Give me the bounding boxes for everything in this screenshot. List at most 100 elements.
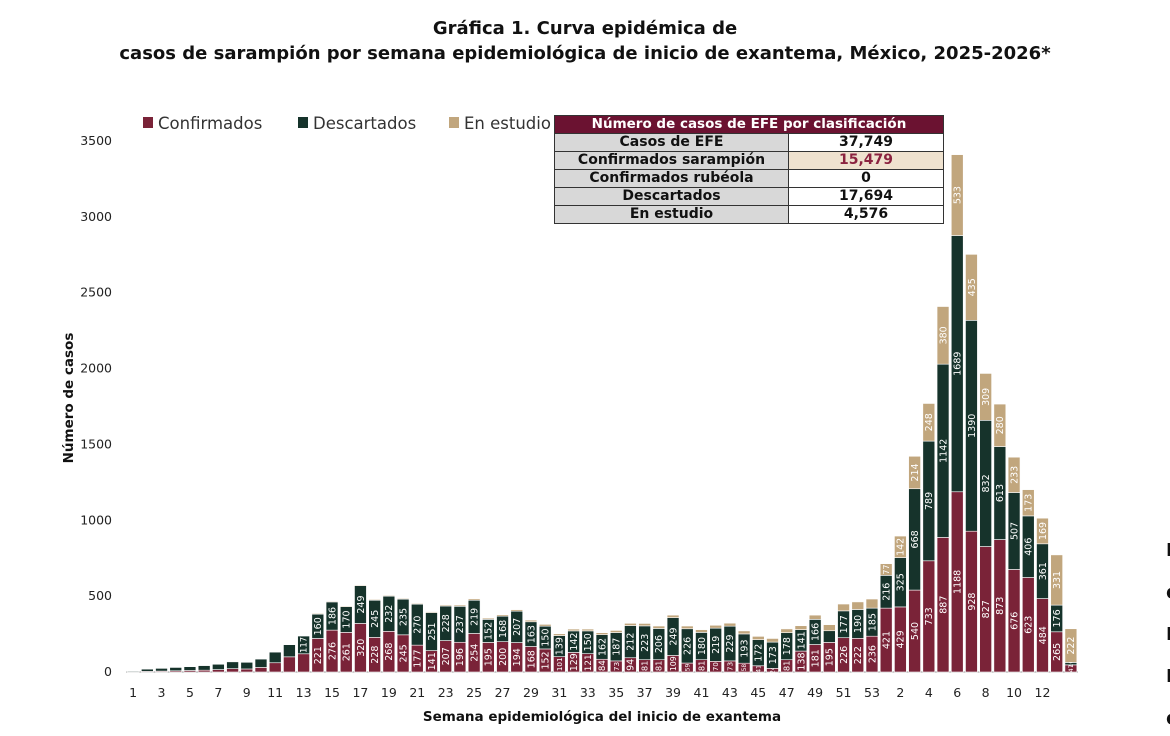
bar-segment-descartados	[169, 667, 182, 672]
summary-label: Confirmados rubéola	[554, 169, 789, 188]
bar-segment-confirmados	[283, 656, 296, 673]
bar-segment-en-estudio	[538, 624, 552, 627]
bar-segment-en-estudio	[695, 629, 708, 633]
bar-segment-en-estudio	[624, 622, 637, 626]
bar-data-label: 1689	[953, 352, 964, 376]
bar-data-label: 160	[313, 617, 324, 635]
summary-header-row: Número de casos de EFE por clasificación	[554, 115, 944, 134]
bar-data-label: 226	[683, 637, 694, 655]
bar-segment-en-estudio	[965, 254, 978, 321]
bar-segment-descartados	[240, 661, 254, 670]
summary-header: Número de casos de EFE por clasificación	[554, 115, 944, 134]
x-tick-label: 45	[750, 685, 766, 700]
bar-segment-en-estudio	[1050, 554, 1063, 606]
bar-segment-en-estudio	[609, 630, 623, 633]
x-tick-label: 10	[1006, 685, 1022, 700]
summary-row-casos: Casos de EFE 37,749	[554, 133, 944, 152]
bar-data-label: 186	[327, 607, 338, 625]
bar-data-label: 206	[654, 635, 665, 653]
bar-segment-en-estudio	[936, 306, 950, 365]
bar-data-label: 1390	[967, 414, 978, 438]
bar-segment-en-estudio	[581, 628, 595, 632]
bar-data-label: 270	[413, 616, 424, 634]
bar-data-label: 268	[384, 643, 395, 661]
bar-data-label: 219	[711, 636, 722, 654]
summary-row-confirmados-rubeola: Confirmados rubéola 0	[554, 169, 944, 188]
legend-swatch	[298, 117, 308, 128]
bar-segment-descartados	[823, 630, 836, 643]
bar-data-label: 187	[612, 638, 623, 656]
y-tick-label: 1500	[80, 436, 112, 451]
bar-data-label: 235	[398, 608, 409, 626]
bar-data-label: 180	[697, 637, 708, 655]
bar-data-label: 176	[1052, 609, 1063, 627]
bar-data-label: 733	[924, 607, 935, 625]
bar-data-label: 121	[584, 654, 594, 671]
bar-data-label: 245	[370, 610, 381, 628]
x-tick-label: 49	[807, 685, 823, 700]
bar-data-label: 233	[1009, 466, 1020, 484]
bar-data-label: 251	[427, 622, 438, 640]
bar-data-label: 207	[441, 647, 452, 665]
x-tick-label: 51	[836, 685, 852, 700]
y-tick-label: 1000	[80, 512, 112, 527]
bar-data-label: 168	[526, 650, 537, 668]
bar-data-label: 24	[770, 666, 777, 674]
bar-data-label: 380	[938, 326, 949, 344]
bar-segment-descartados	[141, 668, 154, 672]
bar-data-label: 170	[342, 610, 353, 628]
bar-segment-en-estudio	[752, 636, 765, 640]
summary-row-en-estudio: En estudio 4,576	[554, 205, 944, 224]
x-tick-label: 33	[580, 685, 596, 700]
summary-table: Número de casos de EFE por clasificación…	[554, 115, 944, 224]
bar-data-label: 540	[910, 622, 921, 640]
bar-segment-en-estudio	[354, 584, 367, 586]
chart-title: Gráfica 1. Curva epidémica de	[432, 18, 738, 39]
bar-segment-en-estudio	[595, 632, 609, 635]
bar-data-label: 226	[839, 646, 850, 664]
x-tick-label: 39	[665, 685, 681, 700]
x-tick-label: 37	[637, 685, 653, 700]
bar-data-label: 623	[1024, 616, 1035, 634]
bar-segment-en-estudio	[922, 403, 936, 442]
legend-swatch	[143, 117, 153, 128]
bar-data-label: 181	[810, 649, 821, 667]
bar-data-label: 73	[725, 661, 734, 671]
bar-data-label: 141	[796, 631, 807, 649]
bar-segment-en-estudio	[368, 599, 381, 601]
bar-data-label: 832	[981, 474, 992, 492]
bar-data-label: 507	[1009, 522, 1020, 540]
bar-data-label: 177	[839, 615, 850, 633]
bar-data-label: 223	[640, 634, 651, 652]
x-tick-label: 9	[243, 685, 251, 700]
bar-segment-en-estudio	[1036, 517, 1049, 545]
bar-data-label: 150	[540, 628, 551, 646]
bar-data-label: 265	[1052, 643, 1063, 661]
x-tick-label: 2	[896, 685, 904, 700]
y-tick-label: 3500	[80, 133, 112, 148]
cropped-text-fragment: I	[1166, 666, 1170, 687]
bar-data-label: 219	[469, 608, 480, 626]
bar-data-label: 207	[512, 618, 523, 636]
x-tick-label: 19	[381, 685, 397, 700]
bar-data-label: 152	[484, 622, 495, 640]
bar-data-label: 81	[696, 661, 706, 672]
bar-segment-en-estudio	[524, 619, 538, 623]
bar-segment-en-estudio	[737, 630, 751, 635]
bar-data-label: 166	[810, 623, 821, 641]
summary-row-descartados: Descartados 17,694	[554, 187, 944, 206]
bar-data-label: 236	[867, 645, 878, 663]
legend-swatch	[449, 117, 459, 128]
bar-data-label: 139	[555, 637, 566, 655]
bar-data-label: 81	[640, 661, 650, 672]
bar-data-label: 58	[741, 664, 748, 672]
legend-label: Confirmados	[158, 114, 262, 133]
bar-data-label: 928	[967, 593, 978, 611]
bar-data-label: 94	[626, 659, 637, 671]
bar-segment-en-estudio	[879, 563, 893, 576]
bar-segment-en-estudio	[1064, 628, 1078, 663]
bar-segment-en-estudio	[311, 613, 325, 615]
bar-segment-descartados	[254, 658, 268, 668]
bar-data-label: 261	[342, 643, 353, 661]
y-tick-label: 2000	[80, 361, 112, 376]
